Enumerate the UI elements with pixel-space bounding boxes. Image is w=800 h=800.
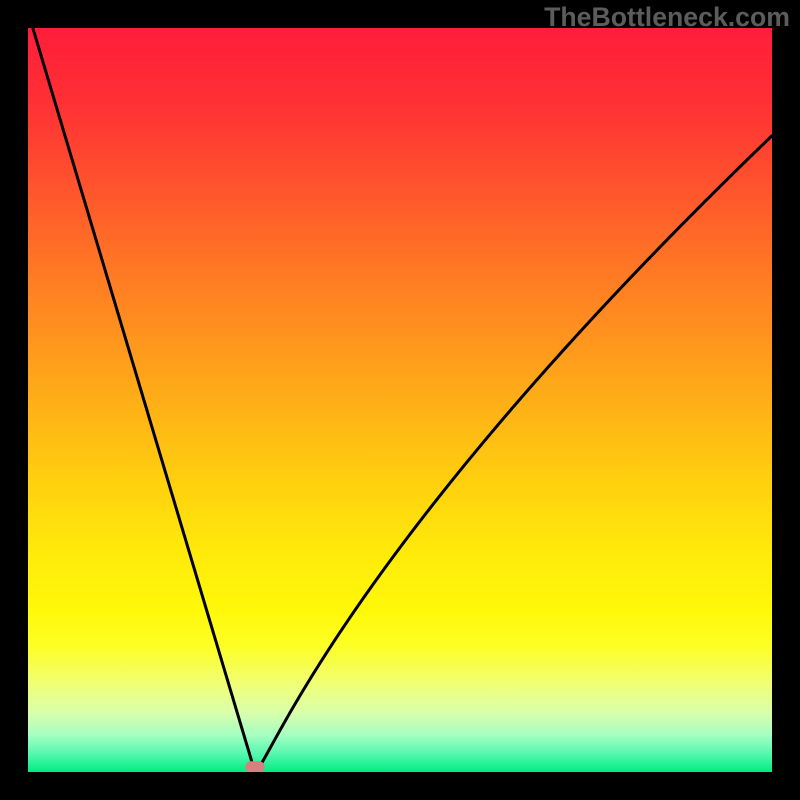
bottleneck-chart: [28, 28, 772, 772]
figure-root: TheBottleneck.com: [0, 0, 800, 800]
chart-background: [28, 28, 772, 772]
optimum-marker: [245, 761, 264, 772]
